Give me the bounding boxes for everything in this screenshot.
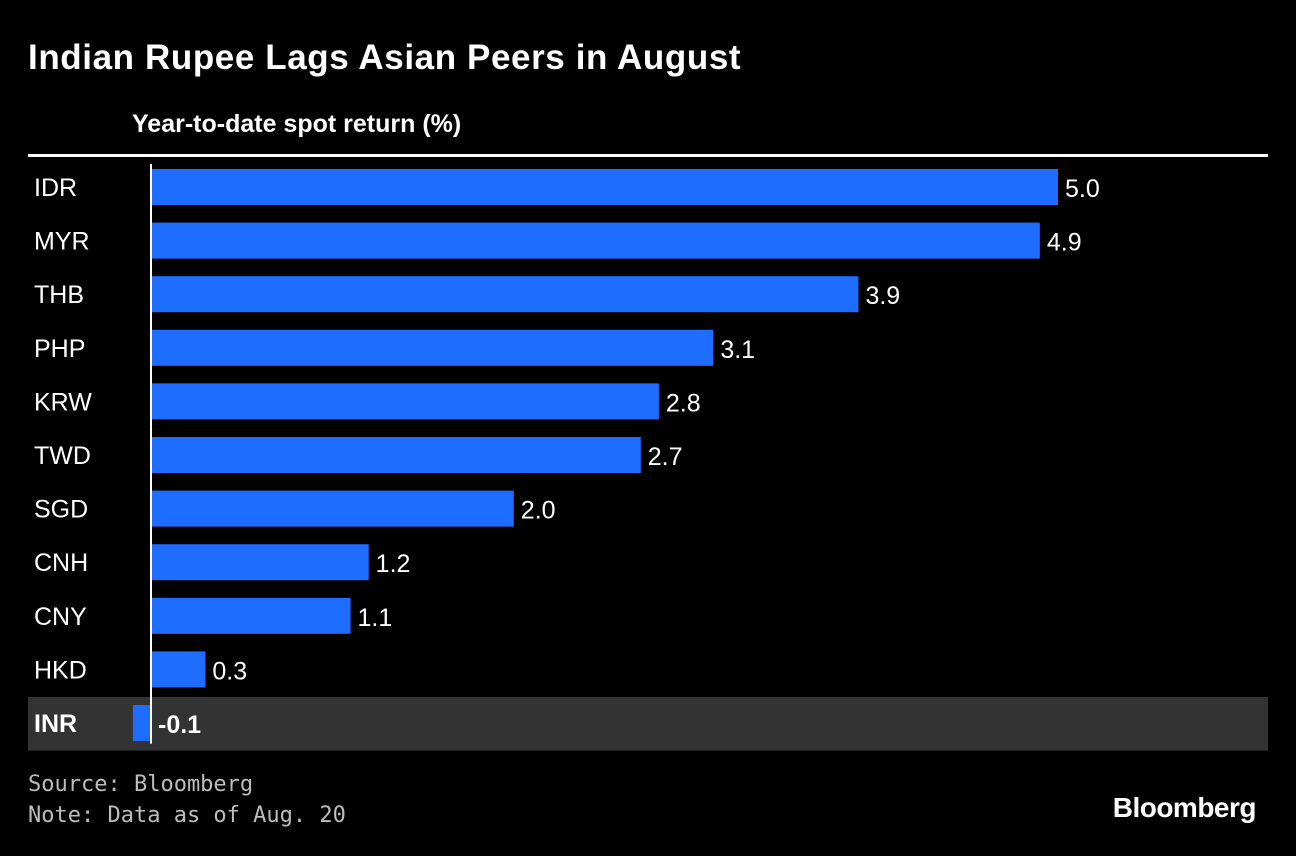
category-label-idr: IDR xyxy=(34,174,77,202)
highlight-row-inr xyxy=(28,697,1268,751)
header-rule xyxy=(28,154,1268,157)
value-label-hkd: 0.3 xyxy=(212,657,247,685)
bar-krw xyxy=(151,383,659,420)
value-label-sgd: 2.0 xyxy=(521,497,556,525)
bar-thb xyxy=(151,276,859,313)
category-label-cnh: CNH xyxy=(34,549,88,577)
value-label-inr: -0.1 xyxy=(158,711,201,739)
bar-twd xyxy=(151,437,641,473)
source-note: Source: Bloomberg xyxy=(28,772,254,797)
chart-subtitle: Year-to-date spot return (%) xyxy=(132,110,462,138)
data-note: Note: Data as of Aug. 20 xyxy=(28,803,346,828)
category-label-twd: TWD xyxy=(34,442,91,470)
value-label-php: 3.1 xyxy=(720,336,755,364)
value-label-twd: 2.7 xyxy=(648,443,683,471)
category-label-thb: THB xyxy=(34,281,84,309)
value-label-thb: 3.9 xyxy=(865,282,900,310)
category-label-inr: INR xyxy=(34,710,77,738)
category-label-krw: KRW xyxy=(34,388,92,416)
bar-cny xyxy=(151,597,351,634)
value-label-cny: 1.1 xyxy=(358,604,393,632)
category-label-php: PHP xyxy=(34,335,85,363)
bar-cnh xyxy=(151,544,369,581)
bloomberg-logo: Bloomberg xyxy=(1112,792,1257,823)
bar-hkd xyxy=(151,651,206,688)
category-label-myr: MYR xyxy=(34,228,90,256)
bar-php xyxy=(151,329,714,366)
bar-sgd xyxy=(151,490,514,527)
value-label-idr: 5.0 xyxy=(1065,175,1100,203)
bar-myr xyxy=(151,222,1040,259)
category-label-hkd: HKD xyxy=(34,656,87,684)
bar-idr xyxy=(151,169,1058,205)
category-label-cny: CNY xyxy=(34,603,87,631)
category-label-sgd: SGD xyxy=(34,496,88,524)
value-label-krw: 2.8 xyxy=(666,389,701,417)
value-label-cnh: 1.2 xyxy=(376,550,411,578)
bar-inr xyxy=(132,705,151,741)
value-label-myr: 4.9 xyxy=(1047,229,1082,257)
chart-title: Indian Rupee Lags Asian Peers in August xyxy=(28,38,742,77)
